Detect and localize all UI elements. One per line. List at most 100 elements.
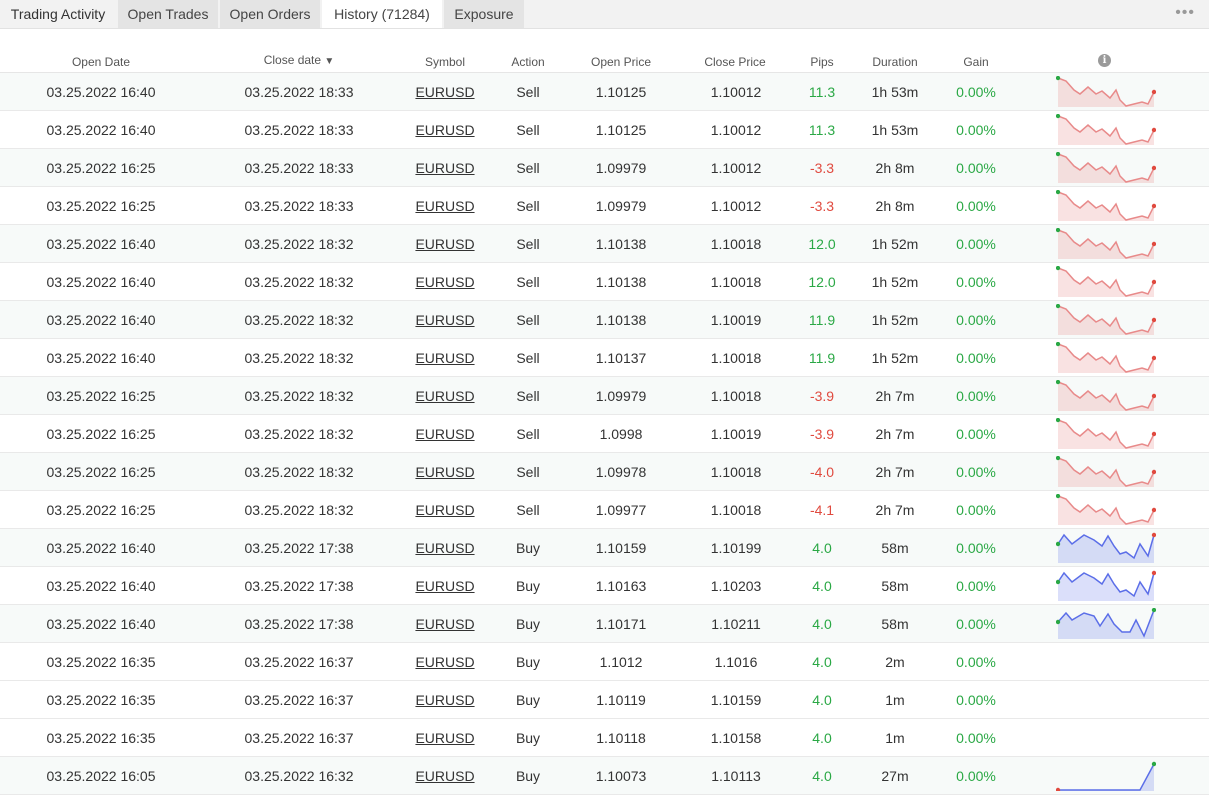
- table-row[interactable]: 03.25.2022 16:25 03.25.2022 18:32 EURUSD Se…: [0, 415, 1209, 453]
- symbol-link[interactable]: EURUSD: [415, 122, 475, 138]
- sparkline-area: [1058, 382, 1154, 411]
- table-row[interactable]: 03.25.2022 16:25 03.25.2022 18:33 EURUSD Se…: [0, 187, 1209, 225]
- pips-cell: 11.3: [808, 122, 836, 138]
- symbol-link[interactable]: EURUSD: [415, 730, 475, 746]
- table-row[interactable]: 03.25.2022 16:35 03.25.2022 16:37 EURUSD Bu…: [0, 719, 1209, 757]
- symbol-link[interactable]: EURUSD: [415, 616, 475, 632]
- col-duration[interactable]: Duration: [872, 55, 918, 69]
- tab-trading-activity[interactable]: Trading Activity: [0, 0, 118, 28]
- symbol-link[interactable]: EURUSD: [415, 654, 475, 670]
- symbol-link[interactable]: EURUSD: [415, 274, 475, 290]
- close-price-cell: 1.10199: [710, 540, 762, 556]
- symbol-link[interactable]: EURUSD: [415, 464, 475, 480]
- close-date-cell: 03.25.2022 16:37: [244, 730, 354, 746]
- sparkline-area: [1058, 116, 1154, 145]
- pips-cell: -4.0: [809, 464, 835, 480]
- table-row[interactable]: 03.25.2022 16:05 03.25.2022 16:32 EURUSD Bu…: [0, 757, 1209, 795]
- sparkline-line: [1057, 305, 1155, 335]
- symbol-link[interactable]: EURUSD: [415, 426, 475, 442]
- symbol-link[interactable]: EURUSD: [415, 350, 475, 366]
- sparkline-start-dot: [1056, 114, 1061, 119]
- action-cell: Buy: [515, 540, 541, 556]
- sparkline-start-dot: [1056, 579, 1061, 585]
- trade-sparkline: [1056, 228, 1156, 259]
- col-open-price[interactable]: Open Price: [590, 55, 652, 69]
- sparkline-start-dot: [1056, 228, 1061, 233]
- symbol-link[interactable]: EURUSD: [415, 198, 475, 214]
- table-row[interactable]: 03.25.2022 16:35 03.25.2022 16:37 EURUSD Bu…: [0, 643, 1209, 681]
- col-gain[interactable]: Gain: [963, 55, 989, 69]
- sparkline-area: [1058, 420, 1154, 449]
- table-row[interactable]: 03.25.2022 16:40 03.25.2022 17:38 EURUSD Bu…: [0, 567, 1209, 605]
- gain-cell: 0.00%: [956, 160, 996, 176]
- action-cell: Sell: [516, 388, 540, 404]
- duration-cell: 1h 52m: [871, 236, 919, 252]
- pips-cell: 4.0: [812, 654, 832, 670]
- symbol-link[interactable]: EURUSD: [415, 236, 475, 252]
- table-row[interactable]: 03.25.2022 16:40 03.25.2022 18:33 EURUSD Se…: [0, 73, 1209, 111]
- close-date-cell: 03.25.2022 18:32: [244, 426, 354, 442]
- sparkline-end-dot: [1151, 532, 1156, 538]
- symbol-link[interactable]: EURUSD: [415, 160, 475, 176]
- pips-cell: 4.0: [812, 768, 832, 784]
- table-row[interactable]: 03.25.2022 16:40 03.25.2022 18:32 EURUSD Se…: [0, 301, 1209, 339]
- symbol-link[interactable]: EURUSD: [415, 84, 475, 100]
- symbol-link[interactable]: EURUSD: [415, 768, 475, 784]
- symbol-link[interactable]: EURUSD: [415, 312, 475, 328]
- table-row[interactable]: 03.25.2022 16:40 03.25.2022 18:33 EURUSD Se…: [0, 111, 1209, 149]
- open-date-cell: 03.25.2022 16:40: [46, 312, 156, 328]
- sparkline-end-dot: [1151, 317, 1156, 323]
- duration-cell: 58m: [881, 540, 909, 556]
- open-date-cell: 03.25.2022 16:25: [46, 426, 156, 442]
- sparkline-end-dot: [1151, 203, 1156, 209]
- action-cell: Sell: [516, 160, 540, 176]
- symbol-link[interactable]: EURUSD: [415, 388, 475, 404]
- info-icon[interactable]: i: [1098, 54, 1111, 67]
- table-row[interactable]: 03.25.2022 16:25 03.25.2022 18:32 EURUSD Se…: [0, 491, 1209, 529]
- table-row[interactable]: 03.25.2022 16:40 03.25.2022 18:32 EURUSD Se…: [0, 263, 1209, 301]
- tab-history[interactable]: History (71284): [322, 0, 444, 28]
- symbol-link[interactable]: EURUSD: [415, 692, 475, 708]
- col-close-date[interactable]: Close date ▼: [264, 53, 335, 67]
- sparkline-line: [1057, 267, 1155, 297]
- col-action[interactable]: Action: [511, 55, 545, 69]
- table-row[interactable]: 03.25.2022 16:25 03.25.2022 18:32 EURUSD Se…: [0, 453, 1209, 491]
- ellipsis-icon[interactable]: •••: [1175, 4, 1195, 21]
- symbol-link[interactable]: EURUSD: [415, 502, 475, 518]
- table-row[interactable]: 03.25.2022 16:40 03.25.2022 17:38 EURUSD Bu…: [0, 605, 1209, 643]
- gain-cell: 0.00%: [956, 502, 996, 518]
- open-date-cell: 03.25.2022 16:05: [46, 768, 156, 784]
- close-date-cell: 03.25.2022 18:32: [244, 388, 354, 404]
- symbol-link[interactable]: EURUSD: [415, 578, 475, 594]
- sparkline-line: [1057, 153, 1155, 183]
- tab-open-trades[interactable]: Open Trades: [118, 0, 220, 28]
- close-date-cell: 03.25.2022 18:33: [244, 198, 354, 214]
- col-open-date[interactable]: Open Date: [71, 55, 131, 69]
- open-price-cell: 1.1012: [599, 654, 643, 670]
- sparkline-end-dot: [1151, 507, 1156, 513]
- sparkline-start-dot: [1056, 190, 1061, 195]
- table-row[interactable]: 03.25.2022 16:40 03.25.2022 17:38 EURUSD Bu…: [0, 529, 1209, 567]
- pips-cell: 4.0: [812, 578, 832, 594]
- table-row[interactable]: 03.25.2022 16:40 03.25.2022 18:32 EURUSD Se…: [0, 225, 1209, 263]
- table-row[interactable]: 03.25.2022 16:25 03.25.2022 18:33 EURUSD Se…: [0, 149, 1209, 187]
- gain-cell: 0.00%: [956, 654, 996, 670]
- col-pips[interactable]: Pips: [810, 55, 834, 69]
- symbol-link[interactable]: EURUSD: [415, 540, 475, 556]
- trade-sparkline: [1056, 76, 1156, 107]
- duration-cell: 1h 53m: [871, 84, 919, 100]
- gain-cell: 0.00%: [956, 578, 996, 594]
- close-date-cell: 03.25.2022 17:38: [244, 540, 354, 556]
- table-row[interactable]: 03.25.2022 16:25 03.25.2022 18:32 EURUSD Se…: [0, 377, 1209, 415]
- duration-cell: 27m: [881, 768, 909, 784]
- open-price-cell: 1.10125: [595, 122, 647, 138]
- tab-open-orders[interactable]: Open Orders: [220, 0, 322, 28]
- col-symbol[interactable]: Symbol: [424, 55, 466, 69]
- sparkline-start-dot: [1056, 787, 1061, 791]
- duration-cell: 2m: [885, 654, 905, 670]
- table-row[interactable]: 03.25.2022 16:40 03.25.2022 18:32 EURUSD Se…: [0, 339, 1209, 377]
- table-row[interactable]: 03.25.2022 16:35 03.25.2022 16:37 EURUSD Bu…: [0, 681, 1209, 719]
- tab-exposure[interactable]: Exposure: [444, 0, 526, 28]
- col-close-price[interactable]: Close Price: [704, 55, 766, 69]
- close-price-cell: 1.10159: [710, 692, 762, 708]
